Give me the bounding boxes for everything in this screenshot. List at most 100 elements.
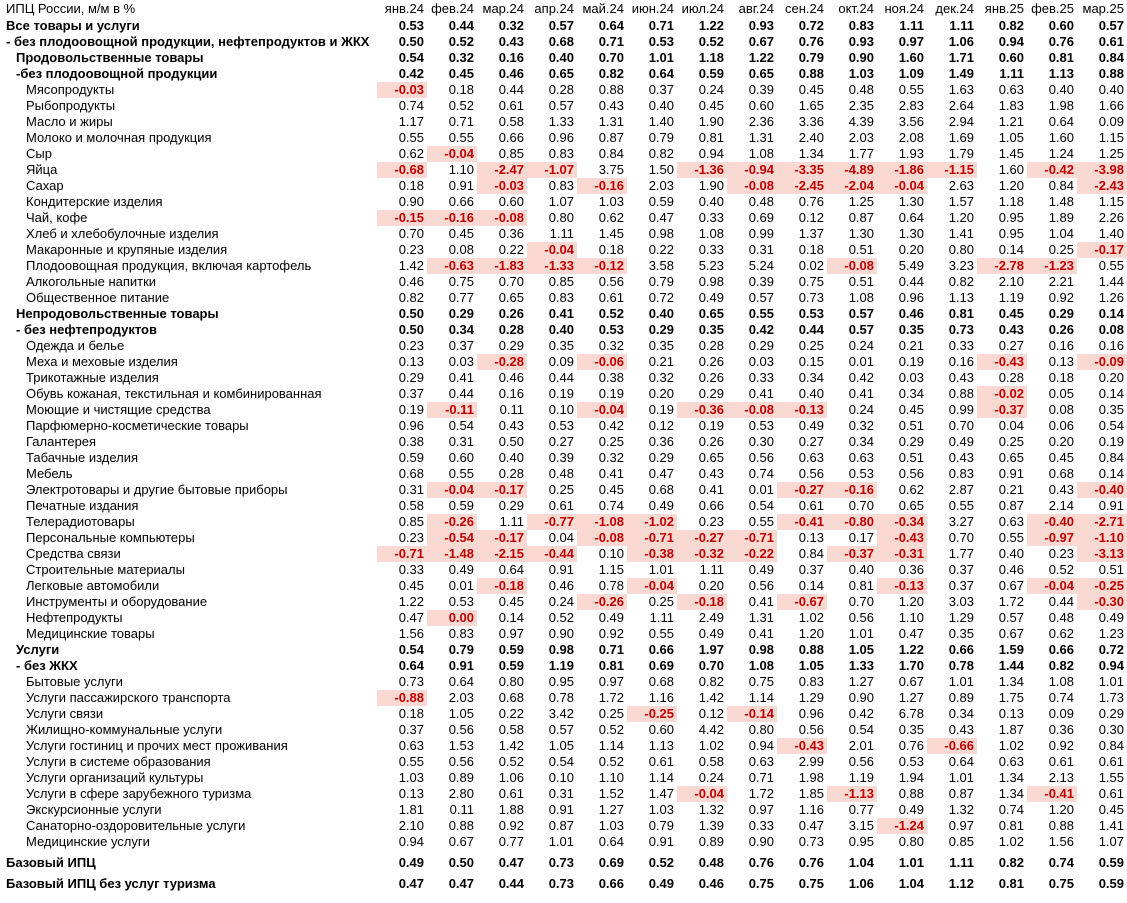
value-cell: -1.15 bbox=[927, 162, 977, 178]
row-label: Моющие и чистящие средства bbox=[26, 402, 211, 417]
value-cell: 0.75 bbox=[798, 274, 824, 289]
value-cell: 0.16 bbox=[498, 386, 524, 401]
value-cell: 0.99 bbox=[748, 226, 774, 241]
value-cell: 0.29 bbox=[448, 306, 474, 321]
value-cell: 0.40 bbox=[498, 450, 524, 465]
value-cell: 0.66 bbox=[648, 642, 674, 657]
value-cell: 0.15 bbox=[798, 354, 824, 369]
table-row: - без плодоовощной продукции, нефтепроду… bbox=[0, 34, 1127, 50]
row-label: - без нефтепродуктов bbox=[16, 322, 157, 337]
value-cell: 0.50 bbox=[398, 34, 424, 49]
value-cell: 0.43 bbox=[498, 418, 524, 433]
table-row: Продовольственные товары 0.54 0.32 0.16 0.40… bbox=[0, 50, 1127, 66]
value-cell: 0.59 bbox=[1098, 876, 1124, 891]
value-cell: 0.65 bbox=[998, 450, 1024, 465]
value-cell: 1.22 bbox=[698, 18, 724, 33]
value-cell: 0.85 bbox=[548, 274, 574, 289]
value-cell: 0.78 bbox=[598, 578, 624, 593]
value-cell: 0.66 bbox=[598, 876, 624, 891]
value-cell: 2.26 bbox=[1098, 210, 1124, 225]
value-cell: 0.77 bbox=[498, 834, 524, 849]
value-cell: 0.19 bbox=[648, 402, 674, 417]
value-cell: 2.36 bbox=[748, 114, 774, 129]
value-cell: 1.45 bbox=[998, 146, 1024, 161]
value-cell: 2.64 bbox=[948, 98, 974, 113]
row-label: Электротовары и другие бытовые приборы bbox=[26, 482, 288, 497]
value-cell: 1.47 bbox=[648, 786, 674, 801]
value-cell: 0.20 bbox=[698, 578, 724, 593]
value-cell: 0.28 bbox=[498, 322, 524, 337]
value-cell: 0.16 bbox=[948, 354, 974, 369]
value-cell: 0.71 bbox=[448, 114, 474, 129]
value-cell: 1.44 bbox=[1098, 274, 1124, 289]
value-cell: -0.32 bbox=[677, 546, 727, 562]
value-cell: -2.47 bbox=[477, 162, 527, 178]
value-cell: 1.33 bbox=[848, 658, 874, 673]
value-cell: 0.20 bbox=[1048, 434, 1074, 449]
value-cell: 0.89 bbox=[448, 770, 474, 785]
value-cell: 0.65 bbox=[748, 66, 774, 81]
value-cell: 0.74 bbox=[398, 98, 424, 113]
value-cell: 0.80 bbox=[498, 674, 524, 689]
value-cell: 0.82 bbox=[598, 66, 624, 81]
table-row: Табачные изделия 0.59 0.60 0.40 0.39 0.32 0.29… bbox=[0, 450, 1127, 466]
value-cell: -0.41 bbox=[777, 514, 827, 530]
value-cell: 0.23 bbox=[698, 514, 724, 529]
value-cell: -0.03 bbox=[377, 82, 427, 98]
value-cell: 0.73 bbox=[398, 674, 424, 689]
value-cell: -0.13 bbox=[877, 578, 927, 594]
value-cell: -0.37 bbox=[827, 546, 877, 562]
value-cell: 2.94 bbox=[948, 114, 974, 129]
value-cell: 0.34 bbox=[798, 370, 824, 385]
value-cell: 0.42 bbox=[748, 322, 774, 337]
value-cell: 1.93 bbox=[898, 146, 924, 161]
value-cell: 0.61 bbox=[1098, 786, 1124, 801]
value-cell: 0.47 bbox=[398, 876, 424, 891]
value-cell: 0.71 bbox=[598, 642, 624, 657]
table-row: Молоко и молочная продукция 0.55 0.55 0.66 0… bbox=[0, 130, 1127, 146]
value-cell: 0.46 bbox=[698, 876, 724, 891]
value-cell: -0.31 bbox=[877, 546, 927, 562]
value-cell: 1.60 bbox=[998, 162, 1024, 177]
value-cell: 0.94 bbox=[398, 834, 424, 849]
value-cell: 1.09 bbox=[898, 66, 924, 81]
value-cell: 0.60 bbox=[498, 194, 524, 209]
month-header: янв.25 bbox=[984, 1, 1024, 16]
value-cell: 0.25 bbox=[648, 594, 674, 609]
value-cell: 0.71 bbox=[648, 18, 674, 33]
value-cell: 0.61 bbox=[598, 290, 624, 305]
value-cell: 1.34 bbox=[998, 786, 1024, 801]
value-cell: 0.35 bbox=[648, 338, 674, 353]
value-cell: 0.64 bbox=[448, 674, 474, 689]
value-cell: 0.50 bbox=[448, 855, 474, 870]
month-header: дек.24 bbox=[935, 1, 974, 16]
value-cell: 0.56 bbox=[748, 450, 774, 465]
value-cell: 2.87 bbox=[948, 482, 974, 497]
value-cell: -0.13 bbox=[777, 402, 827, 418]
value-cell: 0.79 bbox=[798, 50, 824, 65]
value-cell: 0.59 bbox=[648, 194, 674, 209]
value-cell: 3.75 bbox=[598, 162, 624, 177]
row-label: Инструменты и оборудование bbox=[26, 594, 208, 609]
row-label: Жилищно-коммунальные услуги bbox=[26, 722, 223, 737]
value-cell: 4.42 bbox=[698, 722, 724, 737]
value-cell: 0.91 bbox=[1098, 498, 1124, 513]
value-cell: 0.33 bbox=[398, 562, 424, 577]
value-cell: 1.72 bbox=[748, 786, 774, 801]
value-cell: 0.18 bbox=[798, 242, 824, 257]
value-cell: 0.83 bbox=[948, 466, 974, 481]
value-cell: 0.53 bbox=[548, 418, 574, 433]
row-label: Яйца bbox=[26, 162, 58, 177]
value-cell: 0.88 bbox=[1098, 66, 1124, 81]
value-cell: 0.62 bbox=[1048, 626, 1074, 641]
row-label: Алкогольные напитки bbox=[26, 274, 157, 289]
value-cell: 1.88 bbox=[498, 802, 524, 817]
value-cell: -0.17 bbox=[1077, 242, 1127, 258]
value-cell: 1.15 bbox=[1098, 130, 1124, 145]
value-cell: 0.56 bbox=[798, 722, 824, 737]
table-row: Трикотажные изделия 0.29 0.41 0.46 0.44 0.38 0… bbox=[0, 370, 1127, 386]
value-cell: 0.25 bbox=[1048, 242, 1074, 257]
value-cell: 0.76 bbox=[798, 855, 824, 870]
value-cell: 0.29 bbox=[1048, 306, 1074, 321]
row-label: Телерадиотовары bbox=[26, 514, 135, 529]
